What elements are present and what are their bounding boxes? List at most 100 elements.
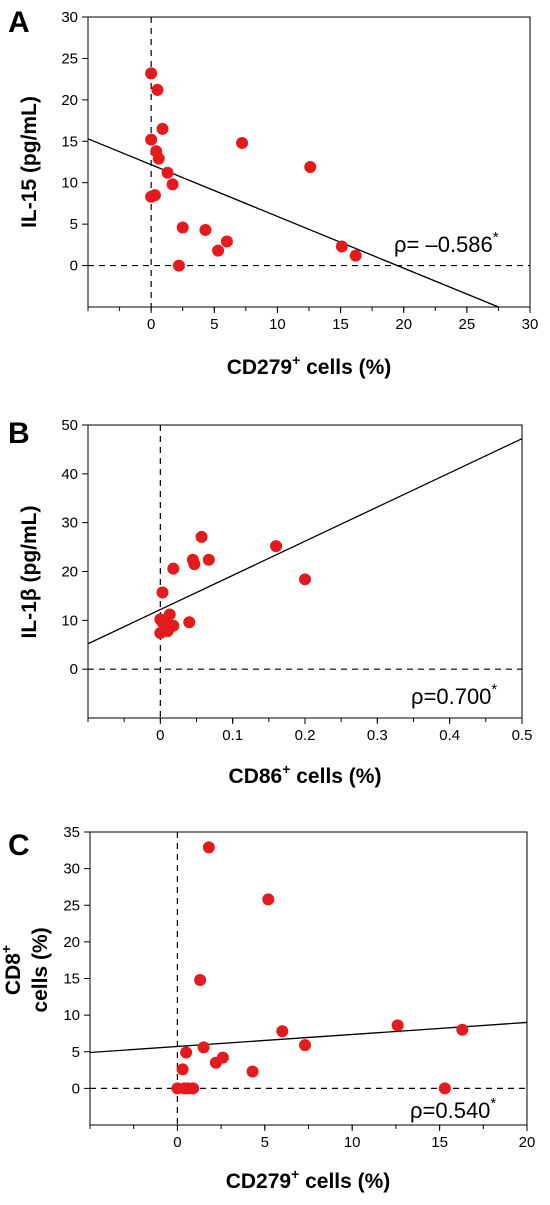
panel-a-data-point <box>172 259 185 272</box>
panel-c-data-point <box>209 1056 222 1069</box>
panel-c-regression-line <box>89 1021 528 1054</box>
panel-c-y-tick-label-6: 30 <box>63 861 80 878</box>
panel-a-data-point <box>151 83 164 96</box>
panel-b-data-point <box>202 553 215 566</box>
panel-a-data-point <box>152 152 165 165</box>
panel-b: B 0 0.1 0.2 0.3 0.4 0.5 0 10 20 30 40 50 ρ=0.700* C… <box>8 417 532 788</box>
panel-a-data-point <box>220 235 233 248</box>
panel-c-y-tick-label-5: 25 <box>63 897 80 914</box>
panel-c-x-tick-label-3: 15 <box>431 1134 448 1151</box>
panel-c-y-tick-label-2: 10 <box>63 1007 80 1024</box>
panel-c-data-point <box>276 1025 289 1038</box>
panel-a-data-point <box>212 244 225 257</box>
panel-b-x-tick-label-2: 0.2 <box>295 727 316 744</box>
panel-c-y-tick-label-1: 5 <box>72 1044 80 1061</box>
panel-b-x-tick-label-5: 0.5 <box>512 727 533 744</box>
panel-c-tick-labels: 0 5 10 15 20 0 5 10 15 20 25 30 35 <box>63 824 535 1151</box>
panel-a-y-tick-label-2: 10 <box>61 175 78 192</box>
panel-c-y-tick-label-7: 35 <box>63 824 80 841</box>
panel-c-data-point <box>180 1046 193 1059</box>
panel-a-data-point <box>145 67 158 80</box>
panel-b-data-point <box>183 616 196 629</box>
panel-a-x-tick-label-2: 10 <box>269 316 286 333</box>
panel-a-letter: A <box>8 6 30 39</box>
panel-a-data-point <box>145 133 158 146</box>
panel-c-data-point <box>246 1065 259 1078</box>
panel-b-y-axis-title: IL-1β (pg/mL) <box>18 506 41 639</box>
panel-a-x-tick-label-4: 20 <box>395 316 412 333</box>
panel-b-letter: B <box>8 417 30 450</box>
panel-b-y-tick-label-5: 50 <box>61 417 78 434</box>
panel-c-data-point <box>181 1082 194 1095</box>
panel-a-data-point <box>335 240 348 253</box>
panel-a-regression-line <box>87 138 499 308</box>
panel-a-data-point <box>156 122 169 135</box>
panel-c-x-tick-label-2: 10 <box>344 1134 361 1151</box>
panel-b-x-axis-title: CD86+ cells (%) <box>229 761 382 788</box>
panel-a-y-tick-label-5: 25 <box>61 50 78 67</box>
panel-b-data-point <box>163 608 176 621</box>
panel-a-correlation-label: ρ= –0.586* <box>394 229 499 257</box>
panel-b-x-tick-label-4: 0.4 <box>439 727 460 744</box>
panel-a-x-axis-title: CD279+ cells (%) <box>227 352 392 379</box>
panel-a-data-point <box>161 166 174 179</box>
panel-c-data-point <box>202 841 215 854</box>
panel-c-data-point <box>438 1082 451 1095</box>
panel-b-points <box>154 530 311 640</box>
panel-a-x-tick-label-3: 15 <box>332 316 349 333</box>
panel-b-data-point <box>270 540 283 553</box>
panel-c-data-point <box>299 1039 312 1052</box>
panel-a: A 0 5 10 15 20 25 30 0 5 10 15 20 25 30 ρ= –0.586* CD… <box>8 6 538 379</box>
panel-b-correlation-label: ρ=0.700* <box>411 681 497 709</box>
panel-b-y-tick-label-4: 40 <box>61 466 78 483</box>
panel-a-x-tick-label-1: 5 <box>210 316 218 333</box>
panel-c-x-tick-label-1: 5 <box>261 1134 269 1151</box>
panel-b-data-point <box>299 573 311 586</box>
panel-c-x-tick-label-4: 20 <box>519 1134 536 1151</box>
panel-b-x-tick-label-0: 0 <box>156 727 164 744</box>
panel-c-data-point <box>456 1023 469 1036</box>
panel-b-data-point <box>195 530 208 543</box>
panel-a-data-point <box>199 223 212 236</box>
panel-b-x-tick-label-3: 0.3 <box>367 727 388 744</box>
panel-c-ticks <box>84 831 528 1131</box>
panel-b-y-tick-label-3: 30 <box>61 515 78 532</box>
panel-a-data-point <box>349 249 362 262</box>
panel-c-correlation-label: ρ=0.540* <box>410 1095 496 1123</box>
panel-c-data-point <box>176 1063 189 1076</box>
panel-a-x-tick-label-5: 25 <box>459 316 476 333</box>
panel-c-data-point <box>262 893 275 906</box>
panel-c-points <box>171 841 469 1095</box>
panel-b-data-point <box>156 586 169 599</box>
panel-c-x-axis-title: CD279+ cells (%) <box>226 1166 391 1193</box>
panel-a-ticks <box>82 16 531 313</box>
panel-a-y-tick-label-0: 0 <box>70 258 78 275</box>
panel-b-regression-line <box>87 438 523 645</box>
panel-a-tick-labels: 0 5 10 15 20 25 30 0 5 10 15 20 25 30 <box>61 9 538 333</box>
panel-a-y-tick-label-4: 20 <box>61 92 78 109</box>
panel-a-data-point <box>176 221 189 234</box>
panel-b-y-tick-label-0: 0 <box>70 661 78 678</box>
panel-b-ticks <box>82 424 523 724</box>
panel-c-letter: C <box>8 829 30 862</box>
panel-a-y-tick-label-3: 15 <box>61 133 78 150</box>
panel-b-x-tick-label-1: 0.1 <box>222 727 243 744</box>
panel-c-x-tick-label-0: 0 <box>173 1134 181 1151</box>
panel-a-data-point <box>166 178 179 191</box>
panel-b-y-tick-label-1: 10 <box>61 612 78 629</box>
panel-c-data-point <box>197 1041 210 1054</box>
panel-b-y-tick-label-2: 20 <box>61 564 78 581</box>
panel-c-y-axis-title-line1: CD8+ <box>0 945 25 995</box>
panel-a-data-point <box>236 136 249 149</box>
panel-c-y-tick-label-3: 15 <box>63 971 80 988</box>
panel-a-data-point <box>145 190 158 203</box>
panel-c-y-axis-title-line2: cells (%) <box>29 927 52 1012</box>
panel-b-data-point <box>188 558 201 571</box>
panel-b-data-point <box>167 562 180 575</box>
panel-a-y-tick-label-6: 30 <box>61 9 78 26</box>
panel-a-points <box>145 67 362 272</box>
panel-b-data-point <box>163 622 176 635</box>
panel-b-tick-labels: 0 0.1 0.2 0.3 0.4 0.5 0 10 20 30 40 50 <box>61 417 532 744</box>
panel-c-data-point <box>194 973 207 986</box>
